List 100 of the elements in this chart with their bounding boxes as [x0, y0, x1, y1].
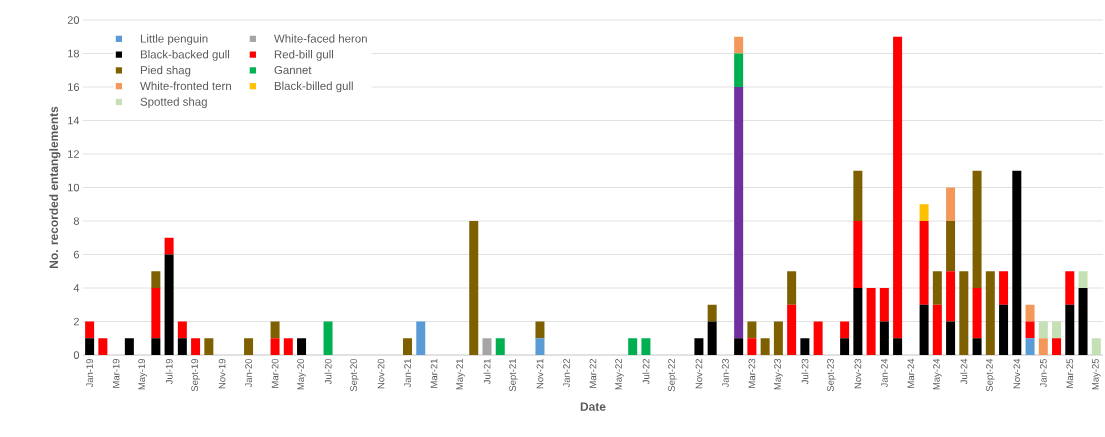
x-tick-label: Sept-21	[509, 358, 518, 392]
bar	[1025, 338, 1035, 355]
x-tick-label: Mar-21	[430, 358, 438, 388]
bar	[124, 338, 134, 355]
bar	[760, 338, 770, 355]
bar	[469, 221, 479, 355]
legend-label: White-faced heron	[274, 34, 367, 43]
bar	[840, 321, 850, 339]
bar	[787, 271, 797, 305]
bar	[972, 288, 982, 339]
bar	[747, 321, 757, 339]
y-tick-label: 4	[73, 284, 80, 292]
legend-label: Black-billed gull	[274, 81, 353, 93]
bar	[694, 338, 704, 355]
bar	[840, 338, 850, 355]
bar	[999, 304, 1009, 355]
bar	[1052, 338, 1062, 355]
x-tick-label: May-25	[1091, 358, 1101, 390]
x-tick-label: Jan-23	[722, 358, 729, 388]
x-tick-label: Jan-25	[1039, 358, 1047, 388]
bar	[177, 338, 187, 355]
bar	[1012, 170, 1022, 355]
bar	[787, 304, 797, 355]
x-tick-label: Mar-24	[907, 358, 915, 388]
bar	[734, 87, 744, 339]
y-tick-label: 14	[68, 116, 80, 125]
x-tick-label: May-23	[774, 358, 783, 390]
bar	[495, 338, 505, 355]
bar	[879, 288, 889, 322]
bar	[893, 338, 903, 355]
bar	[1091, 338, 1101, 355]
x-tick-label: Sept-19	[191, 358, 200, 392]
x-tick-label: Jul-21	[483, 358, 491, 385]
bar	[151, 338, 161, 355]
y-tick-label: 0	[73, 351, 80, 359]
x-axis-title: Date	[580, 402, 606, 411]
bar	[1052, 321, 1062, 339]
x-tick-label: Jul-22	[642, 358, 650, 385]
bar	[919, 204, 929, 221]
bar	[1038, 338, 1048, 355]
bar	[946, 187, 956, 221]
y-tick-label: 16	[68, 83, 79, 91]
bar	[151, 288, 161, 339]
x-tick-label: Jul-23	[801, 358, 809, 385]
bar	[297, 338, 307, 355]
bar	[946, 221, 956, 272]
x-tick-label: May-24	[933, 358, 942, 390]
x-tick-label: Sept-23	[827, 358, 836, 392]
bar	[919, 221, 929, 305]
x-tick-label: May-19	[138, 358, 147, 390]
bar	[972, 338, 982, 355]
x-tick-label: Nov-22	[695, 358, 703, 389]
bar	[734, 53, 744, 87]
bar	[628, 338, 638, 355]
bar	[164, 237, 174, 255]
bar	[98, 338, 108, 355]
bar	[813, 321, 823, 355]
x-tick-label: Nov-23	[854, 358, 862, 389]
bar	[1065, 304, 1075, 355]
bar	[151, 271, 161, 288]
bar	[959, 271, 969, 355]
legend-label: Pied shag	[140, 65, 191, 77]
x-tick-label: Jul-19	[165, 358, 173, 385]
y-tick-label: 10	[68, 183, 80, 192]
bar	[853, 288, 863, 355]
bar	[879, 321, 889, 355]
x-tick-label: Jan-20	[245, 358, 252, 388]
bar	[707, 304, 717, 322]
x-tick-label: Nov-24	[1013, 358, 1021, 389]
bar	[403, 338, 413, 355]
legend-label: Little penguin	[140, 34, 208, 45]
x-tick-label: Mar-19	[112, 358, 120, 388]
x-tick-label: May-22	[615, 358, 624, 390]
x-tick-label: Jan-24	[881, 358, 888, 388]
legend-label: Black-backed gull	[140, 50, 230, 61]
bar	[270, 338, 280, 355]
bar	[946, 271, 956, 322]
bar	[85, 338, 95, 355]
y-tick-label: 8	[73, 217, 79, 225]
x-tick-label: Sept-22	[668, 358, 677, 392]
y-tick-label: 18	[68, 49, 79, 58]
bar	[1078, 288, 1088, 355]
bar	[893, 36, 903, 339]
y-tick-label: 12	[68, 150, 79, 158]
x-tick-label: May-20	[297, 358, 306, 390]
bar	[164, 254, 174, 355]
bar	[1065, 271, 1075, 305]
y-tick-label: 2	[73, 317, 79, 326]
bar	[283, 338, 293, 355]
x-tick-label: Sept-20	[350, 358, 359, 392]
bar	[853, 221, 863, 288]
bar	[416, 321, 426, 355]
bar	[972, 170, 982, 288]
bar	[800, 338, 810, 355]
x-tick-label: Jul-24	[960, 358, 968, 385]
bar	[535, 338, 545, 355]
x-tick-label: Mar-20	[271, 358, 279, 388]
bar	[641, 338, 651, 355]
bar	[244, 338, 254, 355]
x-tick-label: Sept-24	[986, 358, 995, 392]
